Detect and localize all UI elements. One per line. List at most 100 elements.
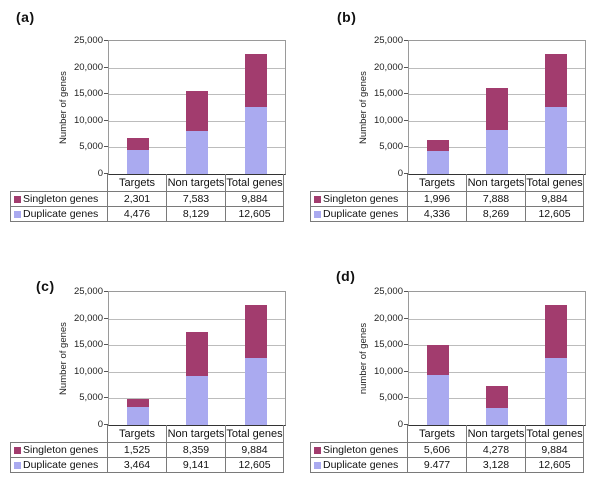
legend-label: Singleton genes — [23, 444, 99, 456]
data-table: Targets Non targets Total genes Singleton g… — [10, 425, 284, 473]
plot-area — [108, 291, 286, 426]
category-header-row: Targets Non targets Total genes — [311, 174, 584, 192]
plot-area — [408, 40, 586, 175]
panel-label: (b) — [337, 9, 357, 25]
y-tick-mark — [404, 146, 408, 148]
value-cell: 9,141 — [166, 457, 226, 473]
y-tick-label: 5,000 — [79, 392, 103, 404]
value-cell: 8,129 — [166, 206, 226, 222]
series-row: Singleton genes 1,525 8,359 9,884 — [10, 442, 284, 458]
y-tick-label: 15,000 — [73, 339, 103, 351]
bar-segment-singleton-targets — [127, 398, 150, 407]
grid-line — [409, 345, 585, 347]
y-tick-mark — [104, 424, 108, 425]
panel-label: (a) — [16, 9, 35, 25]
value-cell: 9,884 — [525, 442, 584, 458]
category-header-row: Targets Non targets Total genes — [11, 425, 284, 443]
value-cell: 12,605 — [225, 206, 284, 222]
bar-segment-singleton-total-genes — [544, 54, 567, 107]
y-tick-label: 25,000 — [73, 35, 103, 46]
bar-segment-singleton-non-targets — [186, 331, 208, 377]
series-row: Singleton genes 2,301 7,583 9,884 — [10, 191, 284, 207]
value-cell: 1,996 — [407, 191, 467, 207]
category-header: Targets — [107, 425, 167, 443]
legend-swatch-singleton — [314, 447, 321, 454]
bar-segment-duplicate-targets — [127, 406, 150, 425]
value-cell: 5,606 — [407, 442, 467, 458]
y-tick-mark — [104, 317, 108, 319]
y-tick-label: 5,000 — [379, 392, 403, 404]
series-row: Duplicate genes 9.477 3,128 12,605 — [310, 457, 584, 473]
category-header: Non targets — [166, 425, 226, 443]
series-row: Duplicate genes 4,476 8,129 12,605 — [10, 206, 284, 222]
legend-swatch-singleton — [14, 447, 21, 454]
value-cell: 4,278 — [466, 442, 526, 458]
category-header: Targets — [107, 174, 167, 192]
value-cell: 4,476 — [107, 206, 167, 222]
data-table: Targets Non targets Total genes Singleton g… — [310, 425, 584, 473]
y-tick-label: 0 — [397, 168, 403, 179]
series-row: Singleton genes 1,996 7,888 9,884 — [310, 191, 584, 207]
bar-segment-singleton-total-genes — [244, 305, 267, 358]
y-tick-mark — [104, 93, 108, 95]
category-header: Total genes — [225, 425, 284, 443]
y-tick-mark — [104, 344, 108, 346]
y-tick-mark — [404, 173, 408, 174]
value-cell: 12,605 — [225, 457, 284, 473]
legend-swatch-duplicate — [314, 211, 321, 218]
grid-line — [109, 318, 285, 320]
y-tick-label: 15,000 — [373, 88, 403, 100]
y-tick-mark — [404, 93, 408, 95]
y-tick-label: 5,000 — [79, 141, 103, 153]
category-header: Targets — [407, 425, 467, 443]
legend-label: Duplicate genes — [323, 208, 399, 220]
legend-cell: Duplicate genes — [10, 206, 108, 222]
category-header-row: Targets Non targets Total genes — [311, 425, 584, 443]
y-tick-mark — [404, 119, 408, 121]
y-tick-label: 20,000 — [373, 61, 403, 73]
category-header: Targets — [407, 174, 467, 192]
value-cell: 7,583 — [166, 191, 226, 207]
y-tick-label: 10,000 — [373, 365, 403, 377]
y-tick-label: 5,000 — [379, 141, 403, 153]
bar-segment-duplicate-non-targets — [486, 130, 508, 174]
y-tick-label: 0 — [97, 419, 103, 430]
bar-segment-duplicate-targets — [427, 150, 450, 174]
bar-segment-singleton-total-genes — [544, 305, 567, 358]
grid-line — [409, 67, 585, 69]
bar-segment-singleton-non-targets — [486, 88, 508, 130]
chart-panel(c): (c) Number of genes 25,000 20,000 15,000 10,0… — [0, 244, 300, 487]
legend-swatch-duplicate — [14, 211, 21, 218]
y-tick-mark — [104, 146, 108, 148]
plot-area — [108, 40, 286, 175]
legend-cell: Duplicate genes — [10, 457, 108, 473]
value-cell: 9,884 — [225, 442, 284, 458]
grid-line — [409, 318, 585, 320]
bar-segment-singleton-targets — [127, 138, 150, 151]
legend-label: Duplicate genes — [23, 208, 99, 220]
legend-label: Singleton genes — [323, 193, 399, 205]
value-cell: 9,884 — [225, 191, 284, 207]
category-header: Total genes — [525, 425, 584, 443]
y-tick-label: 0 — [397, 419, 403, 430]
bar-segment-singleton-targets — [427, 344, 450, 375]
y-tick-mark — [404, 370, 408, 372]
value-cell: 3,128 — [466, 457, 526, 473]
bar-segment-duplicate-non-targets — [186, 376, 208, 425]
category-header: Non targets — [466, 425, 526, 443]
bar-segment-duplicate-total-genes — [544, 357, 567, 425]
y-tick-label: 10,000 — [73, 365, 103, 377]
bar-segment-duplicate-total-genes — [544, 106, 567, 174]
grid-line — [409, 371, 585, 373]
chart-panel(a): (a) Number of genes 25,000 20,000 15,000 10,0… — [0, 0, 300, 244]
y-tick-mark — [404, 291, 408, 292]
y-tick-label: 25,000 — [73, 286, 103, 297]
legend-swatch-singleton — [14, 196, 21, 203]
y-tick-mark — [404, 40, 408, 41]
chart-panel(b): (b) Number of genes 25,000 20,000 15,000 10,0… — [300, 0, 600, 244]
y-tick-mark — [104, 397, 108, 399]
bar-segment-duplicate-total-genes — [244, 357, 267, 425]
legend-cell: Duplicate genes — [310, 206, 408, 222]
value-cell: 2,301 — [107, 191, 167, 207]
y-tick-label: 25,000 — [373, 286, 403, 297]
